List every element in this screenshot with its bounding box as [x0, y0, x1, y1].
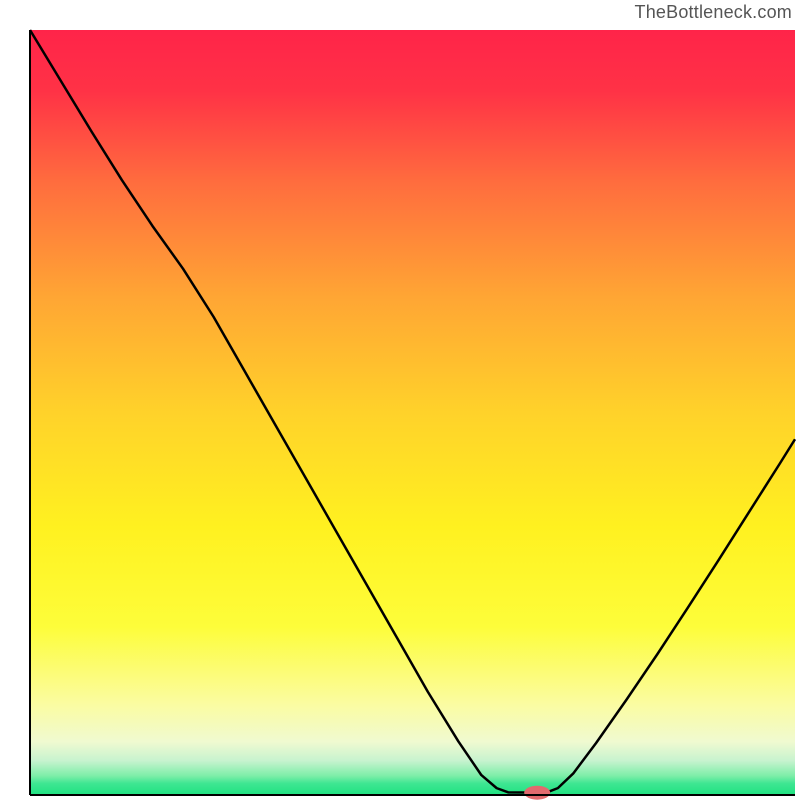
- plot-background-gradient: [30, 30, 795, 795]
- optimum-marker: [524, 786, 550, 800]
- chart-container: TheBottleneck.com: [0, 0, 800, 800]
- bottleneck-chart: [0, 0, 800, 800]
